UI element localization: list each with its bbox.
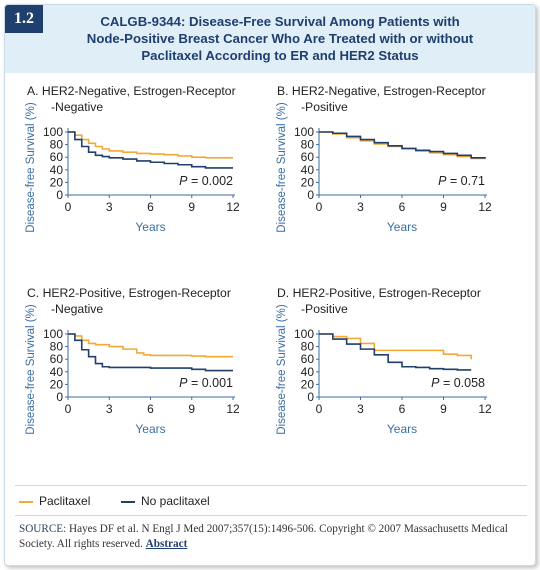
p-value-annotation: P = 0.001 bbox=[179, 376, 233, 390]
figure-number-badge: 1.2 bbox=[5, 5, 43, 33]
y-tick-label: 20 bbox=[50, 175, 64, 189]
figure-title-line: Paclitaxel According to ER and HER2 Stat… bbox=[141, 48, 419, 63]
p-value-annotation: P = 0.058 bbox=[431, 376, 485, 390]
y-tick-label: 80 bbox=[301, 340, 315, 354]
y-tick-label: 60 bbox=[301, 150, 315, 164]
legend: Paclitaxel No paclitaxel bbox=[19, 494, 419, 510]
series-line-paclitaxel bbox=[68, 333, 233, 358]
y-tick-label: 60 bbox=[50, 352, 64, 366]
source-text: Hayes DF et al. N Engl J Med 2007;357(15… bbox=[19, 523, 508, 550]
y-tick-label: 40 bbox=[50, 163, 64, 177]
x-tick-label: 12 bbox=[226, 200, 240, 214]
y-tick-label: 80 bbox=[50, 138, 64, 152]
source-citation: SOURCE: Hayes DF et al. N Engl J Med 200… bbox=[19, 522, 519, 552]
y-tick-label: 100 bbox=[294, 125, 314, 139]
figure-header: 1.2 CALGB-9344: Disease-Free Survival Am… bbox=[5, 5, 535, 73]
x-tick-label: 6 bbox=[147, 200, 154, 214]
y-axis-label: Disease-free Survival (%) bbox=[25, 304, 37, 435]
x-tick-label: 0 bbox=[65, 402, 72, 416]
y-tick-label: 60 bbox=[50, 150, 64, 164]
y-tick-label: 20 bbox=[301, 175, 315, 189]
y-tick-label: 20 bbox=[50, 377, 64, 391]
legend-label-paclitaxel: Paclitaxel bbox=[39, 494, 91, 508]
y-tick-label: 40 bbox=[301, 365, 315, 379]
x-axis-label: Years bbox=[135, 220, 165, 234]
y-tick-label: 0 bbox=[307, 188, 314, 202]
y-tick-label: 80 bbox=[50, 340, 64, 354]
x-tick-label: 3 bbox=[106, 402, 113, 416]
x-tick-label: 6 bbox=[399, 402, 406, 416]
y-tick-label: 100 bbox=[43, 327, 63, 341]
x-axis-label: Years bbox=[387, 422, 417, 436]
p-value-annotation: P = 0.71 bbox=[438, 174, 485, 188]
y-axis-label: Disease-free Survival (%) bbox=[276, 102, 288, 233]
x-tick-label: 9 bbox=[188, 200, 195, 214]
abstract-link[interactable]: Abstract bbox=[145, 538, 188, 550]
y-tick-label: 100 bbox=[294, 327, 314, 341]
legend-swatch-no-paclitaxel bbox=[121, 501, 135, 503]
source-divider bbox=[15, 515, 527, 516]
figure-frame: 1.2 CALGB-9344: Disease-Free Survival Am… bbox=[4, 4, 536, 566]
series-line-paclitaxel bbox=[319, 333, 472, 360]
panel-d-title: D. HER2-Positive, Estrogen-Receptor -Pos… bbox=[277, 286, 481, 316]
legend-swatch-paclitaxel bbox=[19, 501, 33, 503]
series-line-no-paclitaxel bbox=[319, 131, 486, 159]
x-axis-label: Years bbox=[135, 422, 165, 436]
x-tick-label: 0 bbox=[316, 402, 323, 416]
x-tick-label: 3 bbox=[357, 200, 364, 214]
y-tick-label: 0 bbox=[56, 188, 63, 202]
y-tick-label: 40 bbox=[301, 163, 315, 177]
p-value-annotation: P = 0.002 bbox=[179, 174, 233, 188]
x-tick-label: 9 bbox=[440, 200, 447, 214]
x-tick-label: 0 bbox=[65, 200, 72, 214]
series-line-no-paclitaxel bbox=[68, 131, 233, 169]
y-axis-label: Disease-free Survival (%) bbox=[276, 304, 288, 435]
y-axis-label: Disease-free Survival (%) bbox=[25, 102, 37, 233]
x-tick-label: 9 bbox=[440, 402, 447, 416]
series-line-no-paclitaxel bbox=[319, 333, 472, 371]
x-tick-label: 0 bbox=[316, 200, 323, 214]
x-tick-label: 3 bbox=[106, 200, 113, 214]
figure-title-line: CALGB-9344: Disease-Free Survival Among … bbox=[100, 14, 460, 29]
legend-divider bbox=[15, 485, 527, 486]
x-tick-label: 3 bbox=[357, 402, 364, 416]
y-tick-label: 40 bbox=[50, 365, 64, 379]
x-tick-label: 12 bbox=[478, 200, 492, 214]
panel-b-title: B. HER2-Negative, Estrogen-Receptor -Pos… bbox=[277, 84, 486, 114]
y-tick-label: 80 bbox=[301, 138, 315, 152]
y-tick-label: 0 bbox=[56, 390, 63, 404]
panel-a-title: A. HER2-Negative, Estrogen-Receptor -Neg… bbox=[27, 84, 236, 114]
figure-title-line: Node-Positive Breast Cancer Who Are Trea… bbox=[86, 31, 474, 46]
source-prefix: SOURCE: bbox=[19, 523, 67, 535]
x-tick-label: 12 bbox=[478, 402, 492, 416]
figure-title: CALGB-9344: Disease-Free Survival Among … bbox=[65, 13, 495, 64]
y-tick-label: 20 bbox=[301, 377, 315, 391]
x-tick-label: 6 bbox=[399, 200, 406, 214]
legend-label-no-paclitaxel: No paclitaxel bbox=[141, 494, 210, 508]
panel-c-title: C. HER2-Positive, Estrogen-Receptor -Neg… bbox=[27, 286, 231, 316]
x-tick-label: 6 bbox=[147, 402, 154, 416]
x-tick-label: 9 bbox=[188, 402, 195, 416]
y-tick-label: 0 bbox=[307, 390, 314, 404]
series-line-no-paclitaxel bbox=[68, 333, 233, 372]
y-tick-label: 60 bbox=[301, 352, 315, 366]
x-tick-label: 12 bbox=[226, 402, 240, 416]
series-line-paclitaxel bbox=[68, 131, 233, 159]
x-axis-label: Years bbox=[387, 220, 417, 234]
y-tick-label: 100 bbox=[43, 125, 63, 139]
